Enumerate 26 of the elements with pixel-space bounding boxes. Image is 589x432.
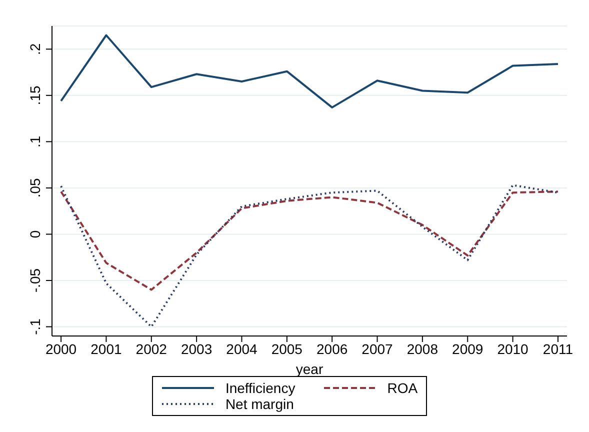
y-tick-label: -.1 <box>27 318 43 335</box>
y-tick-label: -.05 <box>27 268 43 293</box>
x-tick-label: 2004 <box>226 340 258 357</box>
x-tick-label: 2007 <box>362 340 394 357</box>
line-series <box>60 190 559 291</box>
y-tick-label: .1 <box>27 136 43 148</box>
x-tick-label: 2001 <box>90 340 122 357</box>
legend-label: Inefficiency <box>225 380 296 396</box>
x-tick-label: 2006 <box>316 340 348 357</box>
y-tick-label: .05 <box>27 178 43 198</box>
legend-label: Net margin <box>225 396 294 412</box>
y-tick-label: .2 <box>27 43 43 55</box>
x-tick-label: 2008 <box>406 340 438 357</box>
x-axis-title: year <box>296 361 324 377</box>
y-tick-label: 0 <box>27 230 43 238</box>
y-tick-label: .15 <box>27 85 43 106</box>
x-tick-label: 2011 <box>542 340 574 357</box>
x-tick-label: 2000 <box>45 340 77 357</box>
x-tick-label: 2003 <box>180 340 212 357</box>
legend-label: ROA <box>387 380 418 396</box>
line-series <box>60 184 559 328</box>
x-tick-label: 2009 <box>452 340 484 357</box>
x-tick-label: 2005 <box>271 340 303 357</box>
x-tick-label: 2002 <box>136 340 168 357</box>
line-series <box>60 34 559 108</box>
x-tick-label: 2010 <box>497 340 529 357</box>
